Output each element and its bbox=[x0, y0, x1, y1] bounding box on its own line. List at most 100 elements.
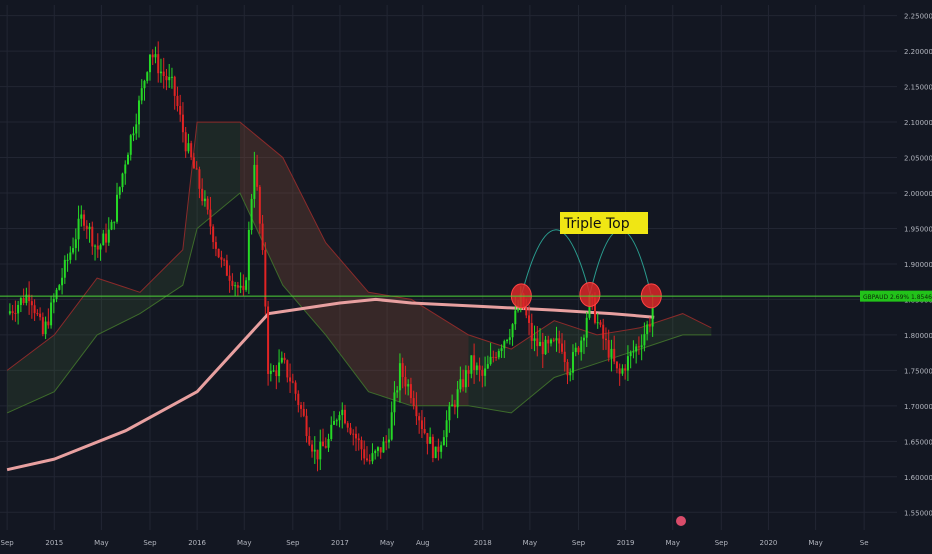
candle-body bbox=[618, 368, 621, 374]
candle-body bbox=[508, 337, 511, 340]
candle-body bbox=[58, 285, 61, 290]
candle-body bbox=[431, 436, 434, 458]
candle-body bbox=[412, 398, 415, 407]
candle-body bbox=[39, 313, 42, 318]
candle-body bbox=[17, 304, 20, 314]
candle-body bbox=[269, 370, 272, 374]
x-tick-label: May bbox=[666, 539, 680, 547]
candle-body bbox=[626, 356, 629, 371]
candle-body bbox=[236, 285, 239, 288]
candle-body bbox=[574, 347, 577, 353]
candle-body bbox=[300, 405, 303, 409]
candle-body bbox=[322, 441, 325, 447]
candle-body bbox=[25, 294, 28, 303]
candle-body bbox=[582, 337, 585, 341]
candle-body bbox=[239, 285, 242, 288]
candle-body bbox=[379, 447, 382, 453]
candle-body bbox=[52, 298, 55, 303]
candle-body bbox=[354, 433, 357, 439]
candle-body bbox=[250, 198, 253, 230]
candle-body bbox=[140, 88, 143, 101]
candle-body bbox=[272, 370, 275, 372]
x-tick-label: Sep bbox=[1, 539, 15, 547]
candle-body bbox=[497, 351, 500, 358]
y-tick-label: 2.15000 bbox=[904, 84, 932, 92]
x-tick-label: 2017 bbox=[331, 539, 349, 547]
annotation-box bbox=[560, 212, 648, 234]
candle-body bbox=[371, 453, 374, 462]
x-tick-label: Sep bbox=[286, 539, 300, 547]
candle-body bbox=[297, 393, 300, 406]
candle-body bbox=[442, 437, 445, 446]
candle-body bbox=[94, 245, 97, 247]
candle-body bbox=[41, 317, 44, 335]
candle-body bbox=[19, 298, 22, 305]
candle-body bbox=[28, 294, 31, 302]
candle-body bbox=[360, 440, 363, 450]
candle-body bbox=[289, 377, 292, 382]
candle-body bbox=[495, 357, 498, 359]
candle-body bbox=[547, 339, 550, 344]
candle-body bbox=[552, 339, 555, 341]
candle-body bbox=[407, 384, 410, 387]
candle-body bbox=[77, 218, 80, 240]
candle-body bbox=[129, 135, 132, 155]
candle-body bbox=[173, 76, 176, 96]
candle-body bbox=[294, 382, 297, 394]
candle-body bbox=[14, 313, 17, 315]
candle-body bbox=[596, 322, 599, 324]
candle-body bbox=[344, 409, 346, 424]
candle-body bbox=[313, 449, 316, 452]
candle-body bbox=[357, 438, 360, 441]
candle-body bbox=[555, 338, 558, 341]
candle-body bbox=[610, 348, 613, 358]
candle-body bbox=[280, 357, 283, 363]
candle-body bbox=[470, 355, 473, 374]
candle-body bbox=[571, 352, 574, 373]
overlay: Triple Top bbox=[0, 212, 897, 526]
y-tick-label: 2.10000 bbox=[904, 119, 932, 127]
candle-body bbox=[311, 444, 314, 452]
candle-body bbox=[91, 226, 94, 247]
candle-body bbox=[376, 447, 379, 451]
candle-body bbox=[440, 445, 443, 452]
candle-body bbox=[629, 352, 632, 357]
candle-body bbox=[267, 306, 270, 374]
candle-body bbox=[558, 338, 561, 344]
candle-body bbox=[541, 341, 544, 355]
candle-body bbox=[121, 173, 124, 188]
candle-body bbox=[374, 450, 377, 454]
candle-body bbox=[511, 324, 514, 338]
candle-body bbox=[258, 186, 261, 224]
candle-body bbox=[308, 436, 311, 445]
candle-body bbox=[382, 441, 385, 453]
candle-body bbox=[154, 54, 157, 58]
candle-body bbox=[203, 198, 206, 202]
candle-body bbox=[44, 321, 47, 335]
peak-marker bbox=[579, 281, 601, 307]
candle-body bbox=[220, 257, 223, 260]
candle-body bbox=[291, 381, 294, 383]
candle-body bbox=[593, 298, 596, 323]
candle-body bbox=[316, 449, 319, 460]
candle-body bbox=[102, 233, 105, 246]
candle-body bbox=[415, 406, 418, 417]
candle-body bbox=[135, 124, 138, 134]
candle-body bbox=[456, 389, 459, 408]
candle-body bbox=[632, 351, 635, 353]
candle-body bbox=[585, 317, 588, 338]
x-tick-label: Se bbox=[860, 539, 869, 547]
candle-body bbox=[398, 363, 401, 391]
candle-body bbox=[80, 214, 83, 219]
candle-body bbox=[393, 392, 396, 413]
y-tick-label: 2.20000 bbox=[904, 48, 932, 56]
candle-body bbox=[544, 339, 547, 355]
annotation-text: Triple Top bbox=[563, 216, 630, 232]
candle-body bbox=[418, 416, 421, 421]
candle-body bbox=[184, 132, 187, 152]
candle-body bbox=[132, 133, 135, 136]
candle-body bbox=[253, 164, 256, 199]
candle-body bbox=[646, 324, 649, 335]
candle-body bbox=[63, 259, 66, 278]
candle-body bbox=[475, 365, 478, 370]
